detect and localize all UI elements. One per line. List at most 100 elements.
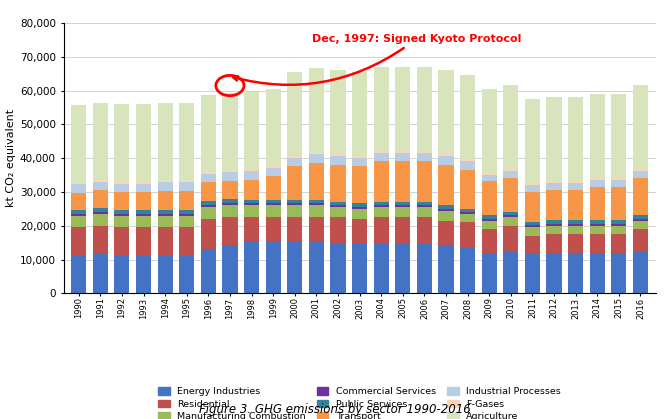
Bar bbox=[611, 94, 626, 178]
Bar bbox=[93, 181, 108, 182]
Bar bbox=[309, 163, 324, 200]
Bar bbox=[93, 190, 108, 208]
Bar bbox=[330, 156, 346, 165]
Bar bbox=[482, 88, 497, 173]
Bar bbox=[417, 161, 432, 202]
Bar bbox=[611, 224, 626, 226]
Bar bbox=[482, 253, 497, 293]
Bar bbox=[179, 183, 194, 191]
Bar bbox=[158, 256, 173, 293]
Bar bbox=[547, 181, 561, 183]
Bar bbox=[330, 70, 346, 155]
Bar bbox=[395, 67, 410, 151]
Bar bbox=[589, 220, 605, 224]
Bar bbox=[395, 207, 410, 217]
Bar bbox=[417, 207, 432, 217]
Bar bbox=[179, 228, 194, 256]
Bar bbox=[136, 184, 151, 192]
Bar bbox=[201, 201, 216, 205]
Bar bbox=[417, 244, 432, 293]
Bar bbox=[136, 104, 151, 182]
Bar bbox=[93, 226, 108, 254]
Bar bbox=[93, 212, 108, 214]
Bar bbox=[244, 204, 259, 205]
Bar bbox=[525, 99, 540, 183]
Bar bbox=[525, 254, 540, 293]
Bar bbox=[633, 85, 648, 170]
Bar bbox=[136, 216, 151, 228]
Bar bbox=[503, 217, 518, 226]
Bar bbox=[114, 214, 130, 216]
Bar bbox=[589, 234, 605, 253]
Bar bbox=[114, 192, 130, 210]
Bar bbox=[114, 184, 130, 192]
Text: Figure 3. GHG emissions by sector 1990-2016: Figure 3. GHG emissions by sector 1990-2… bbox=[199, 403, 470, 416]
Bar bbox=[352, 158, 367, 166]
Bar bbox=[633, 251, 648, 293]
Bar bbox=[547, 183, 561, 190]
Bar bbox=[287, 166, 302, 200]
Bar bbox=[71, 184, 86, 193]
Bar bbox=[525, 191, 540, 222]
Bar bbox=[589, 224, 605, 226]
Bar bbox=[589, 226, 605, 234]
Bar bbox=[438, 156, 454, 165]
Bar bbox=[417, 153, 432, 161]
Bar bbox=[287, 156, 302, 158]
Bar bbox=[568, 190, 583, 220]
Bar bbox=[266, 204, 281, 205]
Bar bbox=[589, 178, 605, 180]
Bar bbox=[503, 212, 518, 215]
Bar bbox=[438, 155, 454, 156]
Bar bbox=[438, 70, 454, 155]
Bar bbox=[503, 215, 518, 217]
Bar bbox=[136, 214, 151, 216]
Bar bbox=[179, 214, 194, 216]
Bar bbox=[438, 246, 454, 293]
Bar bbox=[460, 248, 475, 293]
Bar bbox=[611, 234, 626, 253]
Bar bbox=[633, 178, 648, 215]
Bar bbox=[395, 202, 410, 205]
Bar bbox=[201, 219, 216, 249]
Bar bbox=[201, 207, 216, 219]
Bar bbox=[633, 171, 648, 178]
Bar bbox=[503, 170, 518, 171]
Bar bbox=[114, 210, 130, 214]
Bar bbox=[158, 228, 173, 256]
Bar bbox=[611, 253, 626, 293]
Bar bbox=[179, 256, 194, 293]
Bar bbox=[136, 182, 151, 184]
Bar bbox=[589, 94, 605, 178]
Bar bbox=[179, 191, 194, 210]
Bar bbox=[352, 204, 367, 207]
Bar bbox=[244, 205, 259, 217]
Bar bbox=[547, 190, 561, 220]
Bar bbox=[71, 183, 86, 184]
Bar bbox=[611, 186, 626, 220]
Bar bbox=[547, 97, 561, 181]
Bar bbox=[438, 209, 454, 210]
Bar bbox=[525, 228, 540, 236]
Bar bbox=[158, 103, 173, 181]
Bar bbox=[482, 229, 497, 253]
Bar bbox=[287, 200, 302, 204]
Bar bbox=[547, 234, 561, 254]
Bar bbox=[244, 217, 259, 241]
Bar bbox=[395, 161, 410, 202]
Bar bbox=[568, 253, 583, 293]
Bar bbox=[547, 220, 561, 224]
Bar bbox=[503, 226, 518, 251]
Bar bbox=[352, 219, 367, 243]
Bar bbox=[136, 228, 151, 256]
Bar bbox=[373, 202, 389, 205]
Bar bbox=[222, 205, 237, 217]
Bar bbox=[460, 160, 475, 161]
Bar bbox=[158, 210, 173, 214]
Bar bbox=[611, 180, 626, 186]
Bar bbox=[201, 95, 216, 172]
Bar bbox=[222, 93, 237, 171]
Bar bbox=[244, 171, 259, 180]
Bar bbox=[460, 212, 475, 214]
Bar bbox=[309, 241, 324, 293]
